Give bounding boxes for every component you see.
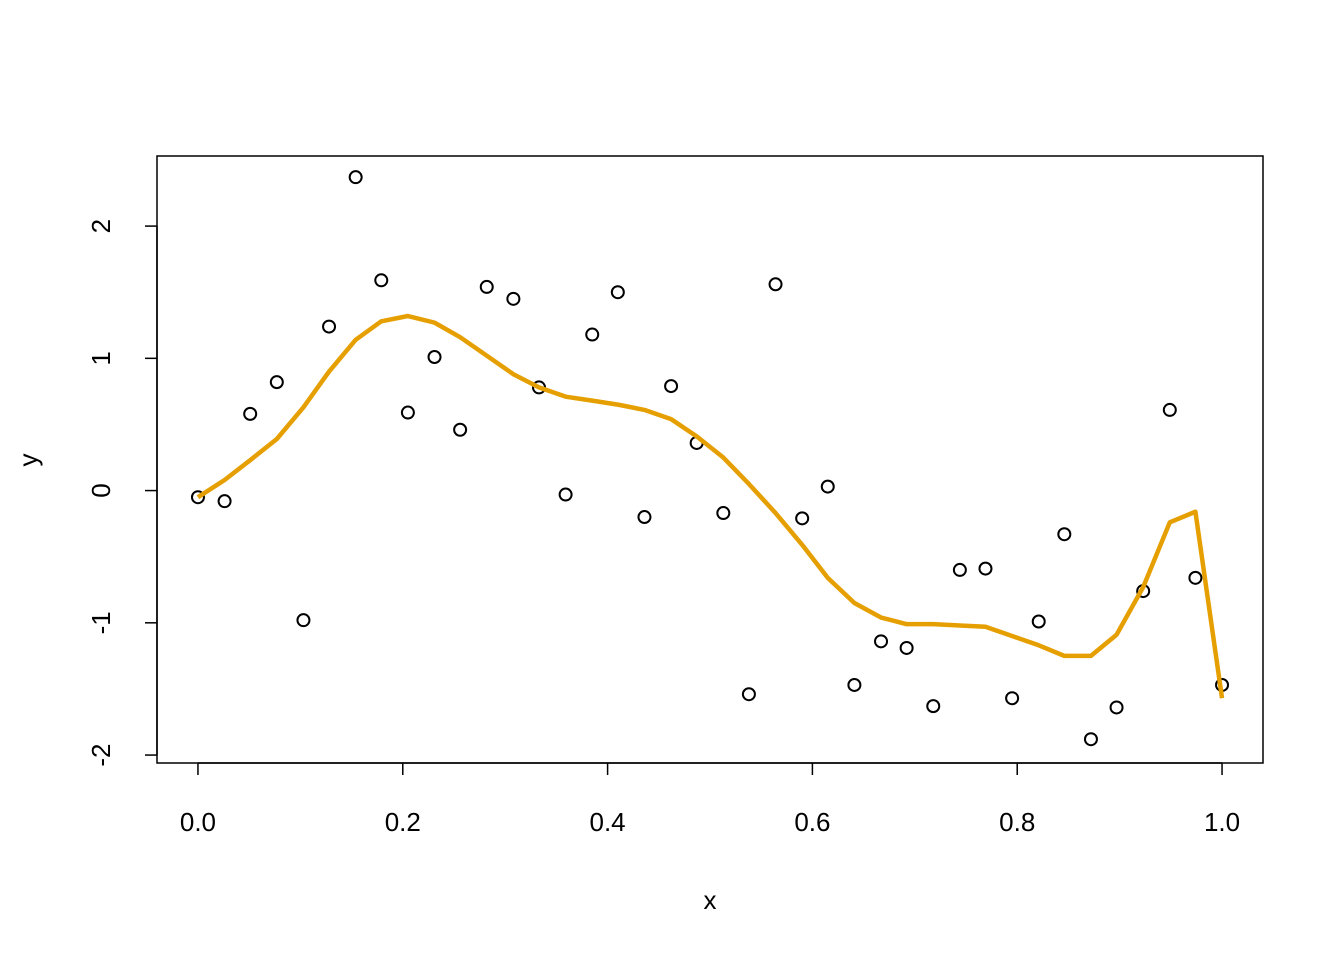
point [664,379,679,394]
x-axis-label: x [704,885,717,915]
x-tick-label: 0.8 [999,807,1035,837]
point [1083,732,1098,747]
point [1162,402,1177,417]
point [820,479,835,494]
y-axis-label: y [13,454,43,467]
point [1188,570,1203,585]
point [453,422,468,437]
plot-box [156,155,1264,764]
point [741,687,756,702]
point [795,511,810,526]
point [558,487,573,502]
point [847,677,862,692]
point [400,405,415,420]
point [899,640,914,655]
line [196,313,1225,699]
point [874,634,889,649]
point [952,562,967,577]
point [348,170,363,185]
y-tick-label: -2 [86,744,116,767]
point [768,277,783,292]
point [322,319,337,334]
point [716,506,731,521]
x-tick-label: 0.2 [385,807,421,837]
y-tick-label: -1 [86,611,116,634]
x-tick-label: 0.4 [590,807,626,837]
y-tick-label: 0 [86,483,116,497]
point [926,699,941,714]
x-tick-label: 1.0 [1204,807,1240,837]
point [1109,700,1124,715]
point [269,375,284,390]
point [243,406,258,421]
point [374,273,389,288]
point [217,494,232,509]
x-tick-label: 0.0 [180,807,216,837]
x-tick-label: 0.6 [794,807,830,837]
point [978,561,993,576]
y-tick-label: 1 [86,351,116,365]
point [1057,527,1072,542]
point [190,490,205,505]
point [479,279,494,294]
point [610,285,625,300]
point [296,613,311,628]
point [585,327,600,342]
point [637,510,652,525]
point [427,350,442,365]
point [1005,691,1020,706]
point [1031,614,1046,629]
point [506,291,521,306]
y-tick-label: 2 [86,219,116,233]
